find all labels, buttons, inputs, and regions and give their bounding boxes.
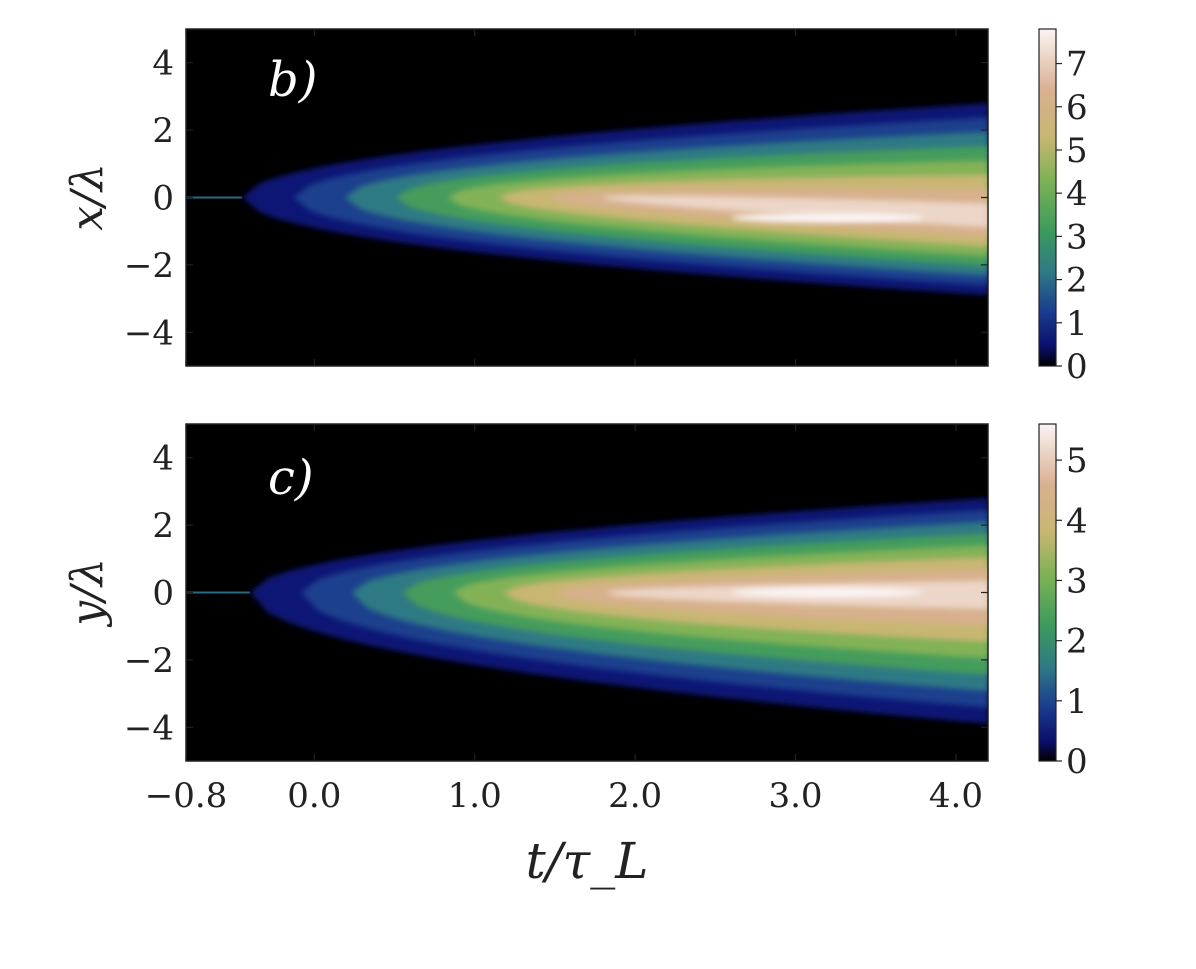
y-ticks-b: 4 2 0 −2 −4: [124, 44, 988, 353]
x-ticks-c: −0.8 0.0 1.0 2.0 3.0 4.0: [145, 424, 983, 816]
y-ticks-c: 4 2 0 −2 −4: [124, 439, 988, 748]
y-tick-label: −4: [124, 313, 174, 353]
y-tick-label: 0: [152, 574, 174, 614]
heat-peak: [731, 212, 924, 223]
panel-c: c) 4 2 0 −2 −4 −0.8 0.0 1.0 2.0 3.0 4.0 y/λ t/τ_L…: [62, 423, 1088, 890]
heatmap-c: [186, 498, 988, 724]
heat-peak: [731, 587, 924, 598]
x-ticks-b: [185, 29, 957, 366]
colorbar-tick-label: 3: [1066, 217, 1088, 257]
colorbar-tick-label: 2: [1066, 261, 1088, 301]
y-tick-label: 4: [152, 439, 174, 479]
y-tick-label: −2: [124, 641, 174, 681]
y-tick-label: 2: [152, 111, 174, 151]
colorbar-b: [1038, 28, 1057, 367]
colorbar-tick-label: 5: [1066, 131, 1088, 171]
x-axis-label: t/τ_L: [526, 832, 649, 890]
panel-label-c: c): [268, 450, 314, 506]
colorbar-tick-label: 3: [1066, 561, 1088, 601]
colorbar-tick-label: 4: [1066, 501, 1088, 541]
x-tick-label: 3.0: [768, 776, 822, 816]
colorbar-tick-label: 1: [1066, 304, 1088, 344]
y-tick-label: 2: [152, 506, 174, 546]
colorbar-tick-label: 7: [1066, 45, 1088, 85]
colorbar-ticks-c: 0 1 2 3 4 5: [1056, 441, 1088, 782]
colorbar-c: [1038, 423, 1057, 762]
panel-label-b: b): [268, 52, 317, 108]
y-tick-label: −2: [124, 246, 174, 286]
colorbar-tick-label: 4: [1066, 174, 1088, 214]
x-tick-label: 2.0: [608, 776, 662, 816]
y-axis-label-c: y/λ: [62, 558, 113, 628]
y-axis-label-b: x/λ: [62, 163, 113, 231]
colorbar-tick-label: 2: [1066, 622, 1088, 662]
colorbar-tick-label: 0: [1066, 742, 1088, 782]
x-tick-label: −0.8: [145, 776, 228, 816]
y-tick-label: −4: [124, 708, 174, 748]
heatmap-b: [186, 103, 988, 296]
y-tick-label: 4: [152, 44, 174, 84]
x-tick-label: 4.0: [929, 776, 983, 816]
y-tick-label: 0: [152, 179, 174, 219]
colorbar-tick-label: 5: [1066, 441, 1088, 481]
x-tick-label: 0.0: [287, 776, 341, 816]
colorbar-tick-label: 0: [1066, 347, 1088, 387]
colorbar-tick-label: 1: [1066, 682, 1088, 722]
colorbar-tick-label: 6: [1066, 88, 1088, 128]
x-tick-label: 1.0: [448, 776, 502, 816]
